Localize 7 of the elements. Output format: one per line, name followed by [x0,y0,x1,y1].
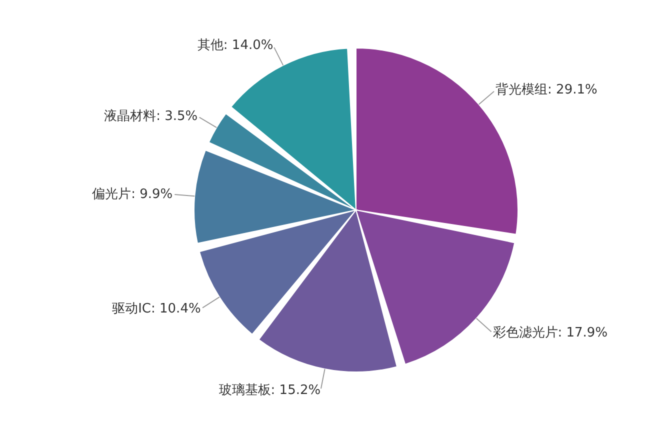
slice-label: 背光模组: 29.1% [496,82,598,98]
slice-label: 偏光片: 9.9% [92,186,173,202]
slice-label: 液晶材料: 3.5% [104,108,198,124]
slice-label: 彩色滤光片: 17.9% [492,326,608,341]
slice-label: 其他: 14.0% [197,38,274,54]
slice-label: 驱动IC: 10.4% [112,301,201,316]
slice-label: 玻璃基板: 15.2% [218,383,321,398]
